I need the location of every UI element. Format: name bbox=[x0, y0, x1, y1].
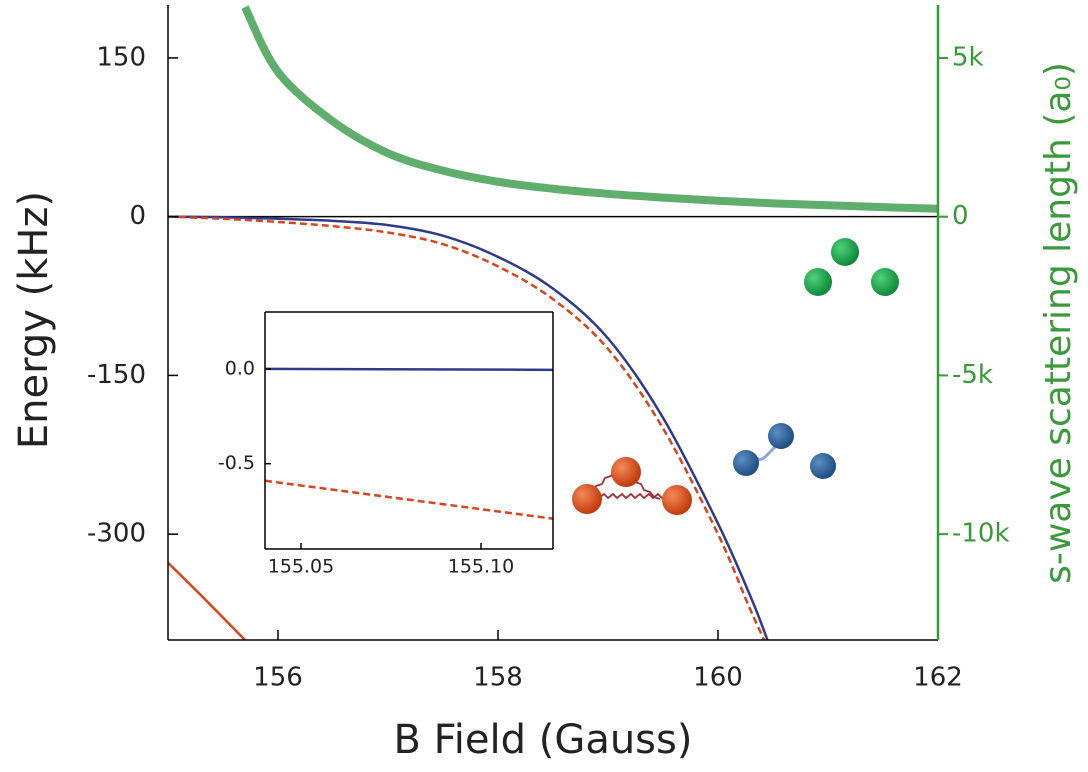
x-tick-label: 155.05 bbox=[268, 556, 334, 578]
x-tick-label: 160 bbox=[693, 663, 743, 693]
x-tick-label: 158 bbox=[473, 663, 523, 693]
plot-area bbox=[265, 312, 553, 549]
plot-lines bbox=[168, 5, 938, 640]
atom bbox=[871, 268, 899, 296]
y2-tick-label: 0 bbox=[952, 201, 969, 231]
y-tick-label: 0 bbox=[129, 201, 146, 231]
y-tick-label: -150 bbox=[87, 360, 146, 390]
series-line bbox=[265, 479, 553, 520]
series-line bbox=[241, 5, 938, 213]
y2-tick-label: -5k bbox=[952, 360, 993, 390]
y-tick-label: -300 bbox=[87, 519, 146, 549]
x-axis-label: B Field (Gauss) bbox=[394, 717, 693, 763]
y2-tick-label: -10k bbox=[952, 519, 1010, 549]
atom-icons bbox=[572, 238, 899, 515]
atom bbox=[733, 450, 759, 476]
x-tick-label: 162 bbox=[913, 663, 963, 693]
atom bbox=[768, 423, 794, 449]
y-axis-label: Energy (kHz) bbox=[11, 191, 57, 449]
series-line bbox=[168, 215, 766, 640]
atom bbox=[662, 485, 692, 515]
series-line bbox=[265, 367, 553, 372]
atom bbox=[804, 268, 832, 296]
y-tick-label: 0.0 bbox=[225, 357, 255, 379]
y-tick-label: 150 bbox=[96, 42, 146, 72]
y2-tick-label: 5k bbox=[952, 42, 984, 72]
atom bbox=[831, 238, 859, 266]
atom bbox=[572, 484, 602, 514]
series-line bbox=[168, 561, 246, 640]
series-line bbox=[168, 215, 769, 640]
x-tick-label: 155.10 bbox=[448, 556, 514, 578]
y-tick-label: -0.5 bbox=[218, 452, 255, 474]
atom bbox=[810, 453, 836, 479]
plot-lines bbox=[265, 367, 553, 520]
atom bbox=[611, 457, 641, 487]
x-tick-label: 156 bbox=[253, 663, 303, 693]
y2-axis-label: s-wave scattering length (a₀) bbox=[1038, 62, 1079, 584]
